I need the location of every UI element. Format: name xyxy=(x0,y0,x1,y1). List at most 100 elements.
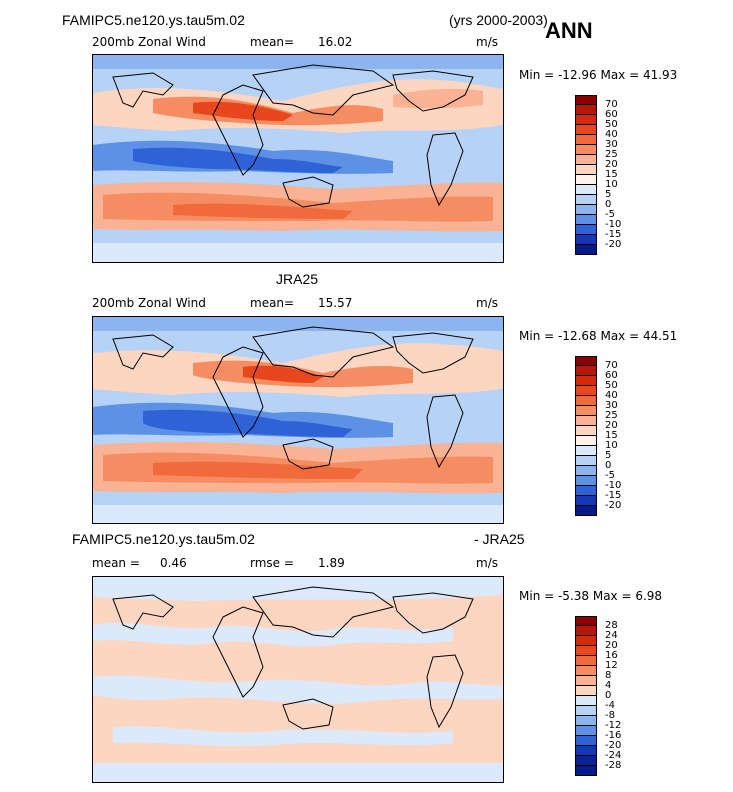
colorbar-swatch xyxy=(575,746,597,756)
colorbar-label: 28 xyxy=(605,620,618,631)
colorbar-swatch xyxy=(575,636,597,646)
colorbar-label: 0 xyxy=(605,460,612,471)
colorbar-label: -28 xyxy=(605,760,622,771)
panel3-rmse-label: rmse = xyxy=(250,556,294,570)
colorbar-label: -15 xyxy=(605,229,622,240)
colorbar-label: 10 xyxy=(605,440,618,451)
colorbar-label: 5 xyxy=(605,450,612,461)
panel1-mean-value: 16.02 xyxy=(318,35,353,49)
colorbar-swatch xyxy=(575,125,597,135)
panel1-mean-label: mean= xyxy=(250,35,295,49)
colorbar-swatch xyxy=(575,476,597,486)
colorbar-swatch xyxy=(575,165,597,175)
colorbar-swatch xyxy=(575,396,597,406)
colorbar-swatch xyxy=(575,386,597,396)
colorbar-swatch xyxy=(575,155,597,165)
colorbar-label: -8 xyxy=(605,710,615,721)
colorbar-swatch xyxy=(575,105,597,115)
colorbar-swatch xyxy=(575,766,597,776)
colorbar-swatch xyxy=(575,215,597,225)
colorbar-swatch xyxy=(575,706,597,716)
panel3-units: m/s xyxy=(476,556,498,570)
colorbar-swatch xyxy=(575,205,597,215)
colorbar-swatch xyxy=(575,175,597,185)
colorbar-label: 50 xyxy=(605,380,618,391)
colorbar-swatch xyxy=(575,245,597,255)
panel2-title: JRA25 xyxy=(276,271,319,287)
colorbar-swatch xyxy=(575,235,597,245)
colorbar-swatch xyxy=(575,496,597,506)
case-title: FAMIPC5.ne120.ys.tau5m.02 xyxy=(62,12,245,28)
colorbar-label: 0 xyxy=(605,199,612,210)
colorbar-swatch xyxy=(575,135,597,145)
colorbar-label: 15 xyxy=(605,169,618,180)
colorbar-swatch xyxy=(575,616,597,626)
colorbar-label: 40 xyxy=(605,129,618,140)
colorbar-swatch xyxy=(575,756,597,766)
panel2-mean-label: mean= xyxy=(250,296,295,310)
panel3-map xyxy=(92,576,504,783)
panel2-minmax: Min = -12.68 Max = 44.51 xyxy=(519,329,678,343)
colorbar-swatch xyxy=(575,356,597,366)
colorbar-swatch xyxy=(575,686,597,696)
colorbar-label: 16 xyxy=(605,650,618,661)
panel2-colorbar: 70 60 50 40 30 25 20 15 10 5 0 -5 -10 -15 -20 xyxy=(575,356,621,516)
colorbar-swatch xyxy=(575,646,597,656)
colorbar-label: -20 xyxy=(605,500,622,511)
colorbar-label: 70 xyxy=(605,99,618,110)
panel1-colorbar: 70 60 50 40 30 25 20 15 10 5 0 -5 -10 -15 -20 xyxy=(575,95,621,255)
years-label: (yrs 2000-2003) xyxy=(449,12,548,28)
colorbar-swatch xyxy=(575,726,597,736)
colorbar-swatch xyxy=(575,716,597,726)
colorbar-swatch xyxy=(575,406,597,416)
colorbar-swatch xyxy=(575,626,597,636)
colorbar-label: 20 xyxy=(605,159,618,170)
colorbar-label: 25 xyxy=(605,410,618,421)
colorbar-swatch xyxy=(575,195,597,205)
colorbar-label: 24 xyxy=(605,630,618,641)
colorbar-label: -16 xyxy=(605,730,622,741)
colorbar-label: -20 xyxy=(605,740,622,751)
panel3-mean-value: 0.46 xyxy=(160,556,187,570)
colorbar-label: 50 xyxy=(605,119,618,130)
colorbar-swatch xyxy=(575,506,597,516)
panel3-rmse-value: 1.89 xyxy=(318,556,345,570)
colorbar-label: -24 xyxy=(605,750,622,761)
colorbar-label: 60 xyxy=(605,370,618,381)
colorbar-swatch xyxy=(575,185,597,195)
colorbar-swatch xyxy=(575,736,597,746)
panel3-colorbar: 28 24 20 16 12 8 4 0 -4 -8 -12 -16 -20 -24 -28 xyxy=(575,616,621,776)
colorbar-label: -4 xyxy=(605,700,615,711)
panel2-units: m/s xyxy=(476,296,498,310)
colorbar-swatch xyxy=(575,466,597,476)
colorbar-swatch xyxy=(575,366,597,376)
colorbar-label: -5 xyxy=(605,209,615,220)
colorbar-swatch xyxy=(575,115,597,125)
colorbar-label: -10 xyxy=(605,219,622,230)
panel2-map xyxy=(92,316,504,524)
colorbar-label: 60 xyxy=(605,109,618,120)
colorbar-label: 4 xyxy=(605,680,612,691)
colorbar-label: 20 xyxy=(605,420,618,431)
panel3-title-right: - JRA25 xyxy=(474,531,525,547)
colorbar-swatch xyxy=(575,145,597,155)
colorbar-swatch xyxy=(575,456,597,466)
colorbar-label: -10 xyxy=(605,480,622,491)
colorbar-label: 30 xyxy=(605,400,618,411)
colorbar-label: 15 xyxy=(605,430,618,441)
colorbar-swatch xyxy=(575,696,597,706)
panel3-minmax: Min = -5.38 Max = 6.98 xyxy=(519,589,663,603)
colorbar-swatch xyxy=(575,446,597,456)
colorbar-label: -20 xyxy=(605,239,622,250)
colorbar-label: -12 xyxy=(605,720,622,731)
panel1-map xyxy=(92,54,504,263)
panel3-title-left: FAMIPC5.ne120.ys.tau5m.02 xyxy=(72,531,255,547)
colorbar-swatch xyxy=(575,416,597,426)
colorbar-swatch xyxy=(575,376,597,386)
colorbar-swatch xyxy=(575,225,597,235)
colorbar-label: 0 xyxy=(605,690,612,701)
panel1-units: m/s xyxy=(476,35,498,49)
panel1-minmax: Min = -12.96 Max = 41.93 xyxy=(519,68,678,82)
colorbar-label: 25 xyxy=(605,149,618,160)
colorbar-swatch xyxy=(575,95,597,105)
